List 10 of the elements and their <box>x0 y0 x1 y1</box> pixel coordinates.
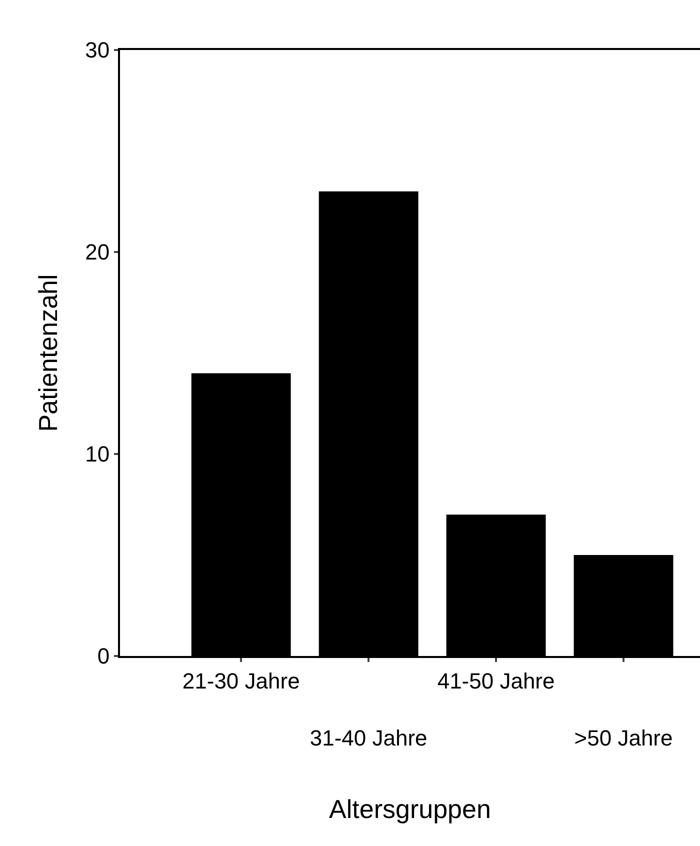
y-axis-title: Patientenzahl <box>33 274 64 432</box>
y-tick-label: 0 <box>97 644 110 669</box>
x-tick-label: >50 Jahre <box>574 726 673 751</box>
y-tick-label: 30 <box>85 38 110 63</box>
x-axis-title: Altersgruppen <box>329 794 491 824</box>
x-tick-label: 41-50 Jahre <box>437 668 555 694</box>
y-tick-label: 10 <box>85 442 110 467</box>
x-tick-label: 31-40 Jahre <box>310 726 428 751</box>
x-tick-label: 21-30 Jahre <box>182 668 300 694</box>
y-tick-label: 20 <box>85 240 110 265</box>
